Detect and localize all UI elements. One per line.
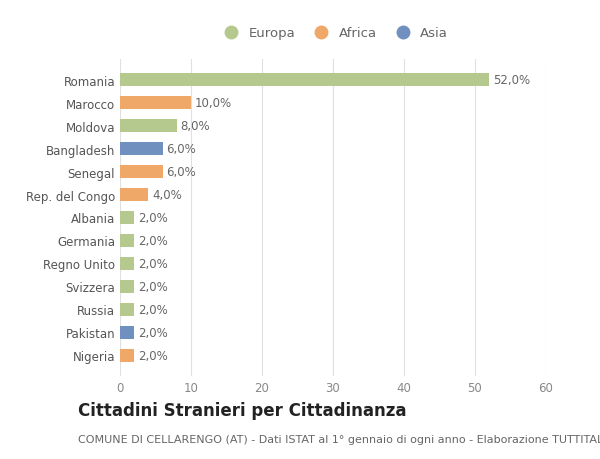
Legend: Europa, Africa, Asia: Europa, Africa, Asia [212, 22, 454, 45]
Bar [120, 349, 134, 362]
Bar [120, 143, 163, 156]
Text: 2,0%: 2,0% [138, 257, 167, 270]
Text: 8,0%: 8,0% [181, 120, 210, 133]
Bar [120, 303, 134, 316]
Bar [120, 97, 191, 110]
Text: 2,0%: 2,0% [138, 280, 167, 293]
Bar [120, 189, 148, 202]
Bar [120, 120, 177, 133]
Text: 6,0%: 6,0% [166, 166, 196, 179]
Text: 10,0%: 10,0% [194, 97, 232, 110]
Text: 2,0%: 2,0% [138, 235, 167, 247]
Text: 2,0%: 2,0% [138, 212, 167, 224]
Bar [120, 166, 163, 179]
Bar [120, 235, 134, 247]
Bar [120, 326, 134, 339]
Text: Cittadini Stranieri per Cittadinanza: Cittadini Stranieri per Cittadinanza [78, 402, 407, 420]
Text: 2,0%: 2,0% [138, 349, 167, 362]
Text: 2,0%: 2,0% [138, 326, 167, 339]
Text: 2,0%: 2,0% [138, 303, 167, 316]
Text: 52,0%: 52,0% [493, 74, 530, 87]
Text: 4,0%: 4,0% [152, 189, 182, 202]
Bar [120, 212, 134, 224]
Text: 6,0%: 6,0% [166, 143, 196, 156]
Text: COMUNE DI CELLARENGO (AT) - Dati ISTAT al 1° gennaio di ogni anno - Elaborazione: COMUNE DI CELLARENGO (AT) - Dati ISTAT a… [78, 434, 600, 443]
Bar [120, 257, 134, 270]
Bar [120, 74, 489, 87]
Bar [120, 280, 134, 293]
